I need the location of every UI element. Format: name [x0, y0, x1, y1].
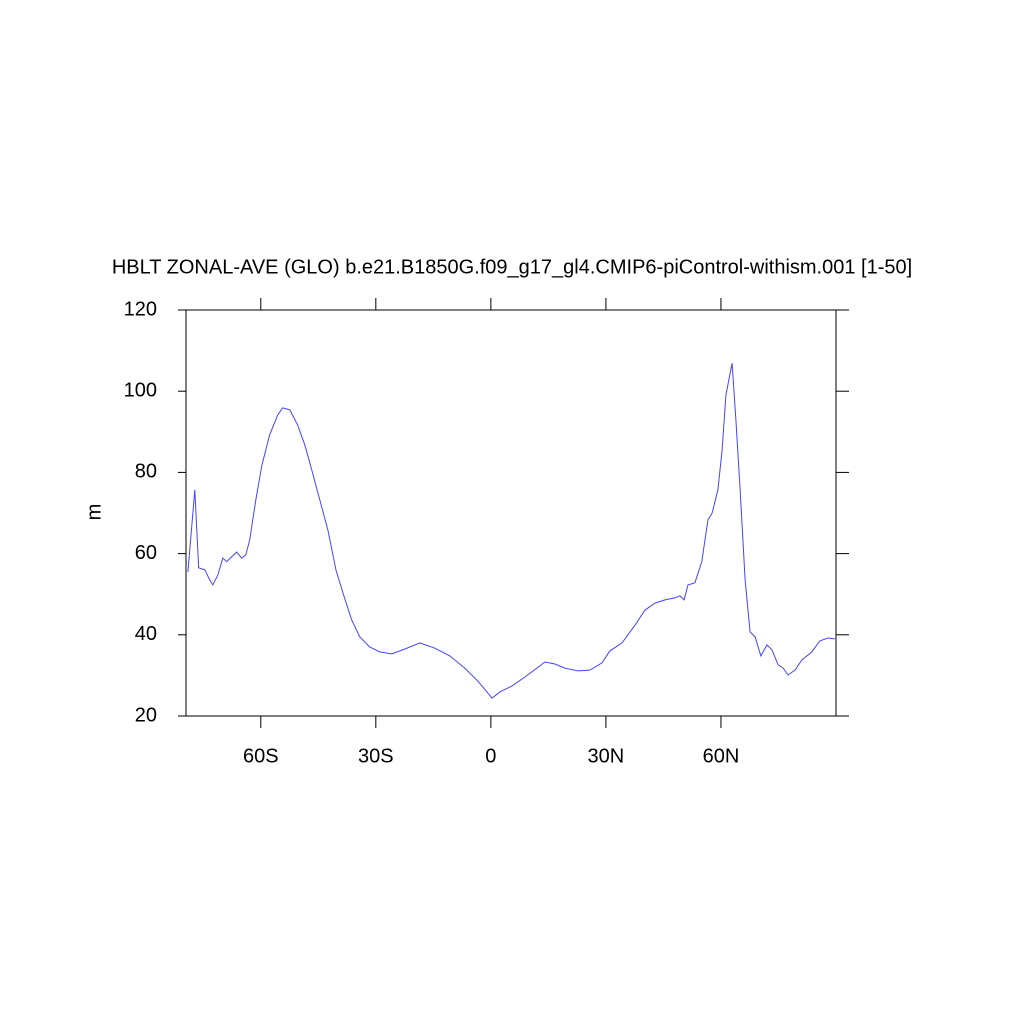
y-tick-label: 60: [135, 542, 157, 564]
x-tick-label: 60S: [243, 745, 279, 767]
y-tick-label: 40: [135, 623, 157, 645]
plot-frame: [185, 309, 837, 717]
x-tick-label: 0: [485, 745, 496, 767]
y-tick-label: 80: [135, 461, 157, 483]
chart-title: HBLT ZONAL-AVE (GLO) b.e21.B1850G.f09_g1…: [112, 256, 912, 278]
y-tick-label: 120: [124, 298, 157, 320]
data-line: [187, 363, 835, 699]
y-axis-label: m: [83, 504, 105, 521]
y-tick-label: 100: [124, 379, 157, 401]
x-tick-label: 60N: [703, 745, 740, 767]
y-tick-label: 20: [135, 704, 157, 726]
x-tick-label: 30N: [588, 745, 625, 767]
x-tick-label: 30S: [358, 745, 394, 767]
